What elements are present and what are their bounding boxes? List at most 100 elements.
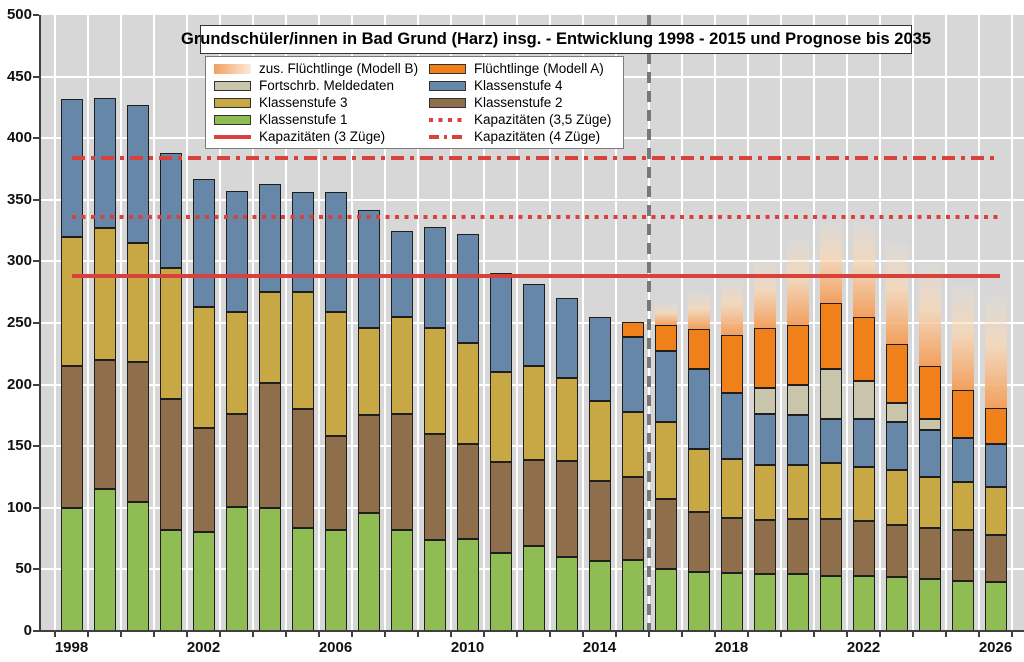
segment-k2-2008 (390, 414, 413, 530)
segment-k3-1999 (93, 228, 116, 360)
y-tick (33, 506, 39, 509)
segment-k4-2001 (159, 153, 182, 268)
v-gridline (450, 15, 452, 631)
segment-k4-2012 (522, 283, 545, 367)
segment-fluechtlinge_b-2024 (918, 263, 941, 367)
year-slot-2024 (913, 15, 946, 631)
x-axis-label-2010: 2010 (450, 639, 485, 656)
segment-k4-2006 (324, 192, 347, 312)
segment-fluechtlinge_a-2026 (984, 408, 1007, 444)
segment-k3-2011 (489, 372, 512, 463)
segment-fluechtlinge_b-2019 (753, 260, 776, 328)
v-gridline (318, 15, 320, 631)
segment-k4-1998 (60, 98, 83, 237)
segment-k3-2014 (588, 400, 611, 481)
segment-k4-1999 (93, 97, 116, 229)
y-axis-label: 500 (6, 6, 32, 23)
segment-k1-2018 (720, 573, 743, 631)
y-axis-label: 400 (6, 129, 32, 147)
x-tick (681, 632, 683, 637)
segment-k3-1998 (60, 236, 83, 367)
legend-swatch-k4 (429, 80, 466, 91)
segment-k3-2000 (126, 242, 149, 363)
legend-swatch-line-dotted (429, 117, 466, 122)
segment-k3-2001 (159, 267, 182, 400)
year-slot-2006 (319, 15, 352, 631)
bar-1998 (60, 15, 83, 631)
segment-k3-2025 (951, 481, 974, 530)
x-tick (54, 632, 56, 637)
x-axis-label-2018: 2018 (714, 639, 749, 656)
bar-2003 (225, 15, 248, 631)
segment-k1-2004 (258, 507, 281, 631)
segment-k1-2003 (225, 506, 248, 631)
y-axis-label: 150 (6, 437, 32, 455)
y-axis-label: 50 (15, 560, 32, 578)
v-gridline (978, 15, 980, 631)
segment-k3-2003 (225, 311, 248, 415)
bar-2010 (456, 15, 479, 631)
year-slot-2014 (583, 15, 616, 631)
legend-label: Klassenstufe 3 (259, 95, 348, 110)
legend-swatch-line-dashdot (429, 134, 466, 139)
segment-k2-2020 (786, 518, 809, 575)
segment-k4-2002 (192, 178, 215, 307)
x-tick (582, 632, 584, 637)
bar-2013 (555, 15, 578, 631)
legend-item: Fortschrb. Meldedaten (214, 77, 429, 94)
v-gridline (747, 15, 749, 631)
v-gridline (846, 15, 848, 631)
segment-k1-1998 (60, 507, 83, 631)
v-gridline (813, 15, 815, 631)
x-axis-line (39, 630, 1024, 632)
segment-fluechtlinge_a-2015 (621, 321, 644, 337)
segment-k4-2026 (984, 443, 1007, 487)
segment-k4-2021 (819, 419, 842, 464)
segment-k2-2023 (885, 525, 908, 577)
legend-swatch-fluechtlinge_a (429, 63, 466, 74)
bar-2006 (324, 15, 347, 631)
v-gridline (54, 15, 56, 631)
year-slot-2025 (946, 15, 979, 631)
year-slot-2022 (847, 15, 880, 631)
segment-k3-2006 (324, 311, 347, 437)
y-tick (33, 14, 39, 16)
capacity-line-dashdot (71, 155, 1000, 160)
segment-k2-2009 (423, 433, 446, 540)
bar-2021 (819, 15, 842, 631)
segment-fluechtlinge_b-2020 (786, 239, 809, 326)
v-gridline (384, 15, 386, 631)
segment-k4-2022 (852, 419, 875, 468)
segment-k1-2013 (555, 557, 578, 631)
legend-swatch-k3 (214, 97, 251, 108)
x-tick (747, 632, 749, 637)
x-tick (648, 632, 650, 637)
y-tick (33, 137, 39, 140)
x-tick (516, 632, 518, 637)
segment-k2-2022 (852, 521, 875, 576)
legend-swatch-k1 (214, 114, 251, 125)
v-gridline (780, 15, 782, 631)
bar-2017 (687, 15, 710, 631)
segment-fluechtlinge_a-2018 (720, 335, 743, 394)
y-tick (33, 260, 39, 263)
segment-k2-2005 (291, 409, 314, 528)
y-axis-line (39, 15, 41, 632)
x-tick (879, 632, 881, 637)
v-gridline (417, 15, 419, 631)
y-axis-label: 300 (6, 252, 32, 270)
legend-swatch-k2 (429, 97, 466, 108)
v-gridline (516, 15, 518, 631)
x-tick (384, 632, 386, 637)
segment-k3-2009 (423, 327, 446, 434)
chart-legend: zus. Flüchtlinge (Modell B) Fortschrb. Me… (205, 56, 624, 149)
year-slot-2019 (748, 15, 781, 631)
year-slot-2010 (451, 15, 484, 631)
y-axis-label: 0 (23, 622, 32, 639)
bar-2019 (753, 15, 776, 631)
segment-k3-2004 (258, 292, 281, 384)
segment-k1-2023 (885, 576, 908, 631)
bar-2026 (984, 15, 1007, 631)
year-slot-2017 (682, 15, 715, 631)
segment-k4-2020 (786, 415, 809, 465)
